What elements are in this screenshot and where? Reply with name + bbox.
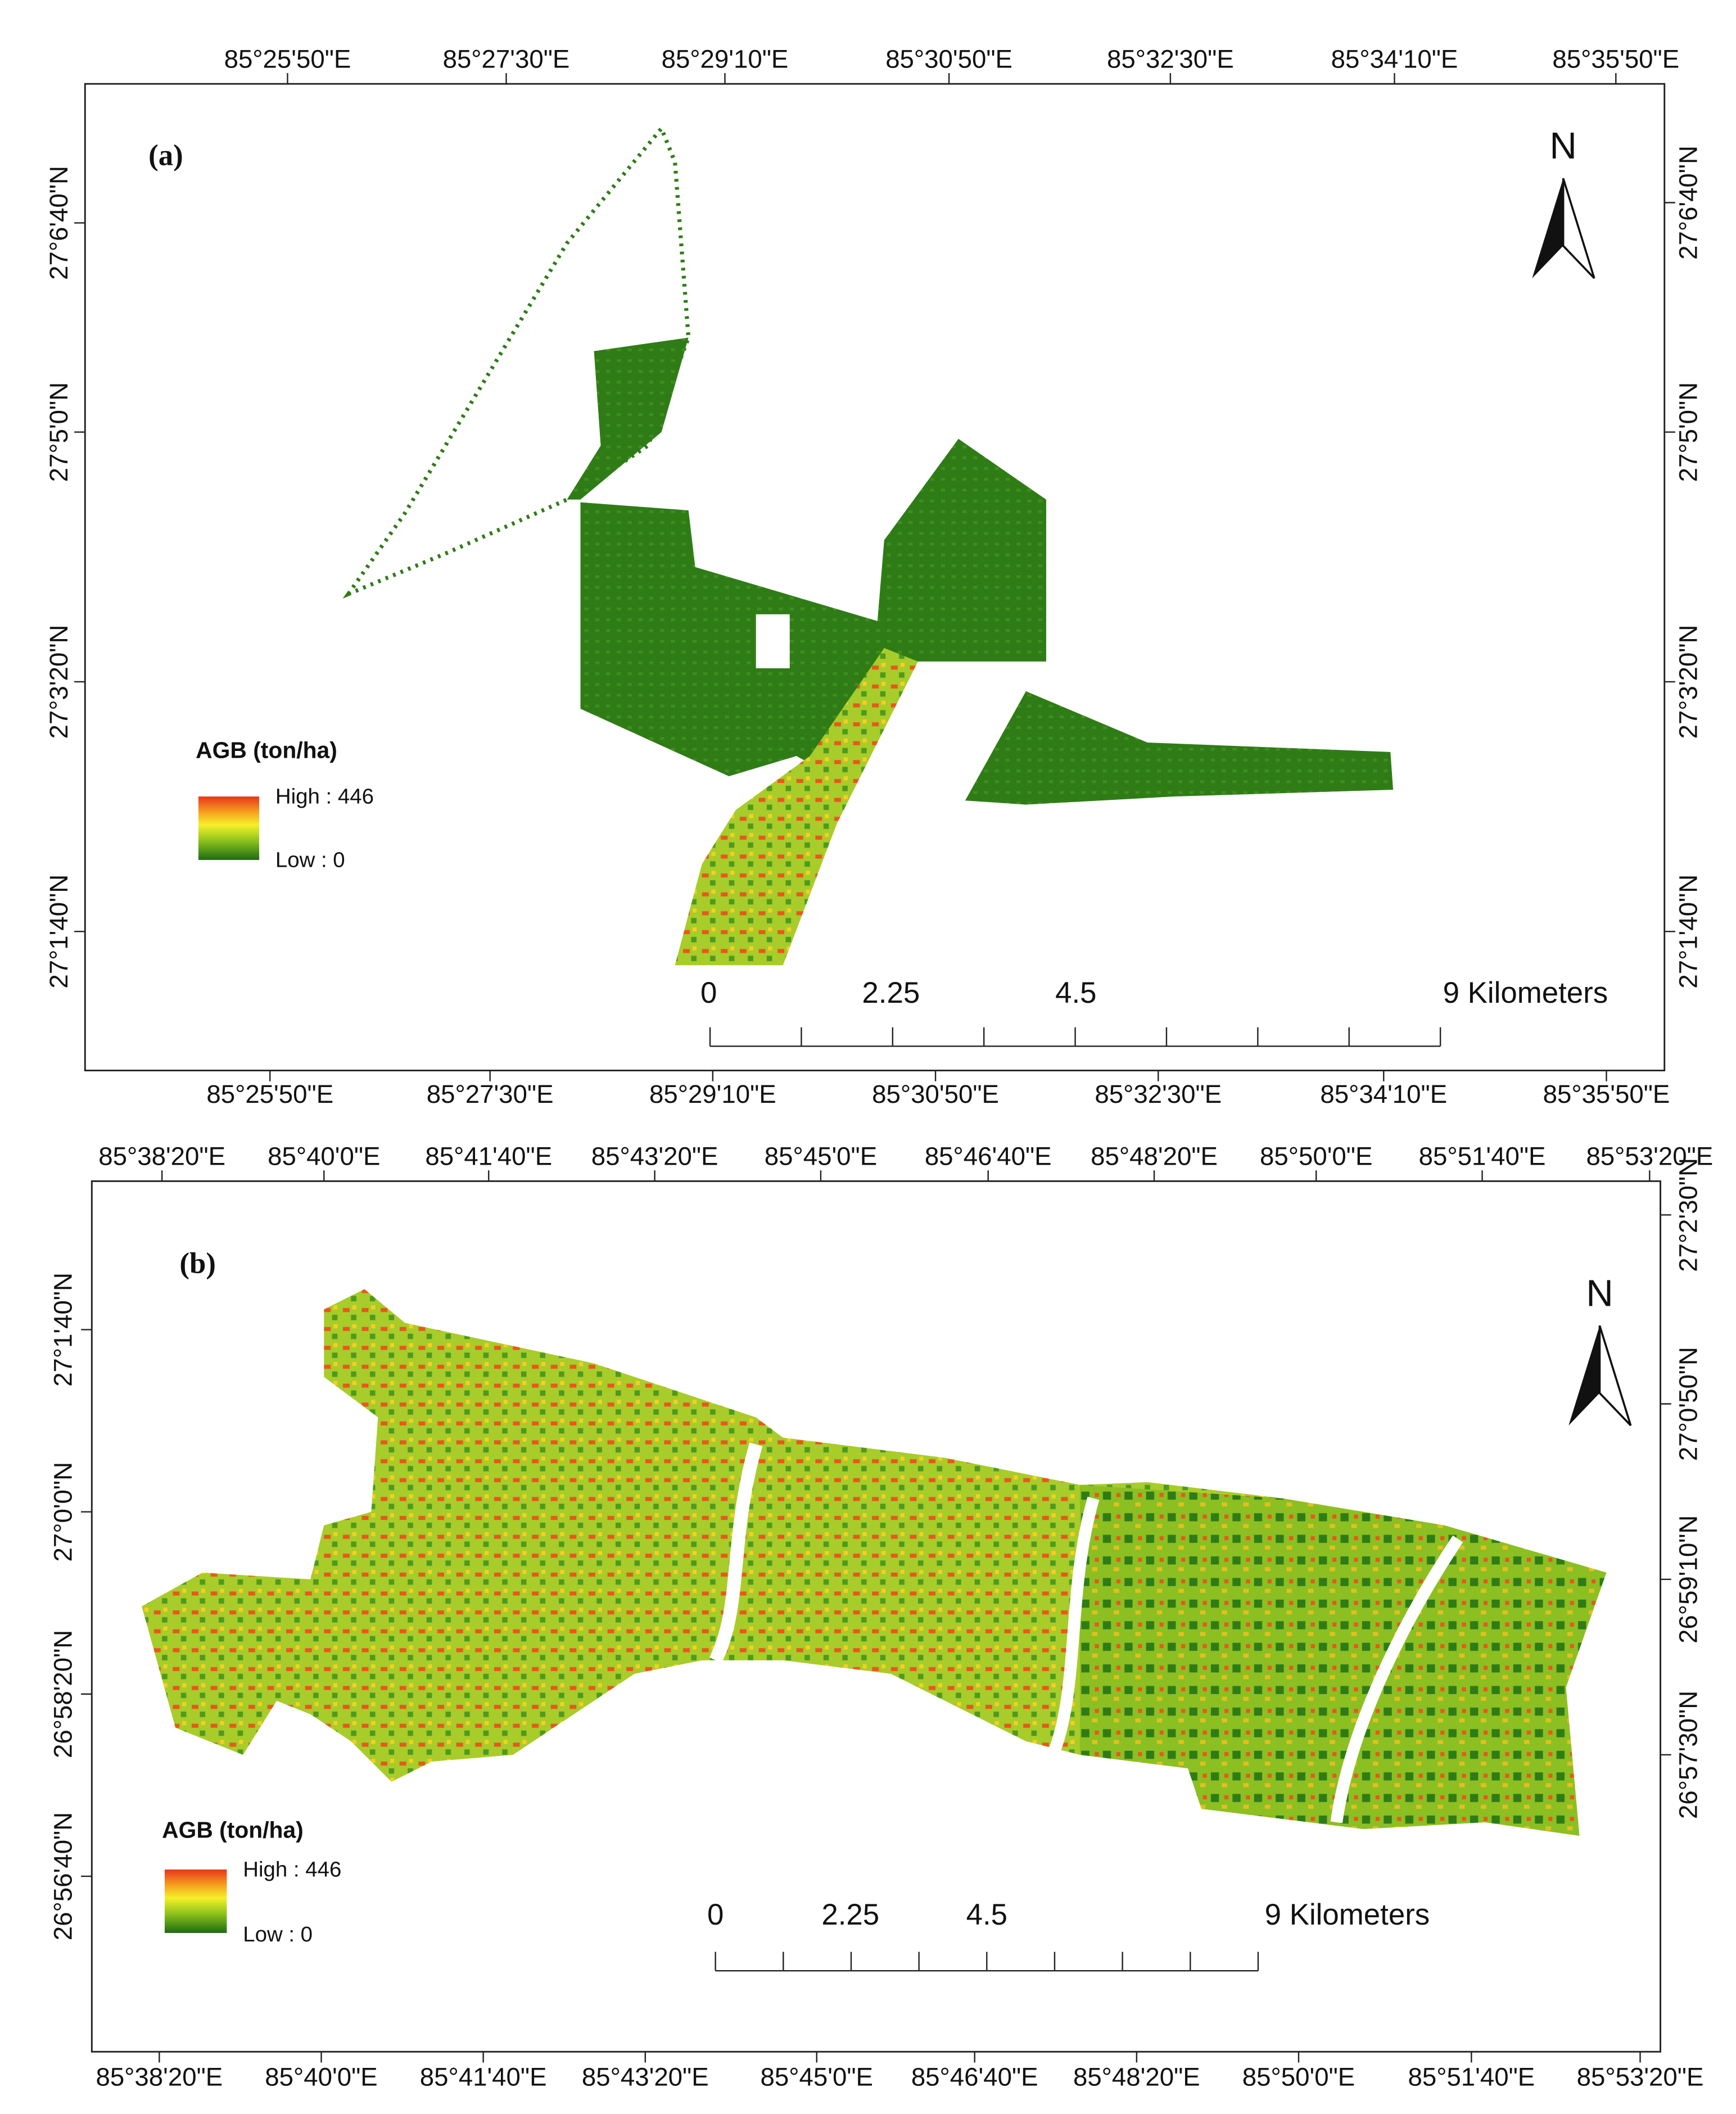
map-frame — [91, 1180, 1661, 2053]
right-tick-label: 26°57'30"N — [1674, 1691, 1702, 1819]
bottom-tick-label: 85°48'20"E — [1073, 2062, 1200, 2091]
scale-label: 9 Kilometers — [1443, 976, 1608, 1010]
forest-area — [965, 691, 1394, 805]
left-tick-label: 27°6'40"N — [44, 166, 73, 280]
north-arrow — [1562, 178, 1595, 279]
bottom-tick-label: 85°40'0"E — [265, 2062, 377, 2091]
forest-area — [342, 124, 691, 599]
left-tick-label: 27°0'0"N — [48, 1462, 77, 1562]
bottom-tick-label: 85°29'10"E — [649, 1080, 776, 1108]
bottom-tick-label: 85°45'0"E — [761, 2062, 873, 2091]
map-a — [342, 124, 1394, 966]
river — [1047, 1496, 1100, 1757]
bottom-tick-label: 85°41'40"E — [420, 2062, 547, 2091]
bottom-tick-label: 85°32'30"E — [1095, 1080, 1222, 1108]
top-tick-label: 85°32'30"E — [1107, 44, 1234, 73]
legend-low: Low : 0 — [275, 848, 345, 872]
top-tick-label: 85°48'20"E — [1091, 1142, 1218, 1171]
top-tick-label: 85°25'50"E — [224, 44, 351, 73]
top-tick-label: 85°45'0"E — [765, 1142, 877, 1171]
legend-high: High : 446 — [275, 785, 374, 809]
top-tick-label: 85°29'10"E — [662, 44, 789, 73]
north-arrow — [1568, 1325, 1600, 1426]
top-tick-label: 85°40'0"E — [268, 1142, 380, 1171]
bottom-tick-label: 85°51'40"E — [1408, 2062, 1535, 2091]
top-tick-label: 85°35'50"E — [1552, 44, 1679, 73]
forest-area — [580, 438, 1046, 784]
bottom-tick-label: 85°38'20"E — [96, 2062, 223, 2091]
river — [1330, 1535, 1463, 1823]
legend-low: Low : 0 — [243, 1922, 313, 1946]
forest-area — [675, 648, 918, 966]
legend-ramp — [164, 1869, 227, 1933]
top-tick-label: 85°46'40"E — [925, 1142, 1052, 1171]
north-arrow — [1598, 1325, 1632, 1427]
top-tick-label: 85°43'20"E — [591, 1142, 718, 1171]
left-tick-label: 27°1'40"N — [44, 875, 73, 989]
top-tick-label: 85°27'30"E — [443, 44, 570, 73]
right-tick-label: 27°0'50"N — [1674, 1347, 1702, 1461]
bottom-tick-label: 85°27'30"E — [427, 1080, 554, 1108]
scale-label: 4.5 — [966, 1898, 1007, 1931]
scale-label: 4.5 — [1055, 976, 1096, 1010]
left-tick-label: 27°3'20"N — [44, 625, 73, 739]
bottom-tick-label: 85°30'50"E — [872, 1080, 999, 1108]
bottom-tick-label: 85°46'40"E — [911, 2062, 1038, 2091]
top-tick-label: 85°51'40"E — [1419, 1142, 1546, 1171]
gap — [756, 614, 790, 668]
map-b — [142, 1289, 1607, 1836]
right-tick-label: 27°2'30"N — [1674, 1158, 1702, 1272]
right-tick-label: 27°5'0"N — [1674, 382, 1702, 482]
scale-label: 0 — [700, 976, 717, 1010]
scale-label: 0 — [707, 1898, 724, 1931]
top-tick-label: 85°53'20"E — [1586, 1142, 1713, 1171]
forest-area — [1079, 1484, 1607, 1836]
bottom-tick-label: 85°25'50"E — [206, 1080, 333, 1108]
right-tick-label: 27°6'40"N — [1674, 146, 1702, 260]
left-tick-label: 27°1'40"N — [48, 1273, 77, 1387]
left-tick-label: 26°58'20"N — [48, 1630, 77, 1758]
legend-high: High : 446 — [243, 1858, 341, 1882]
bottom-tick-label: 85°34'10"E — [1320, 1080, 1447, 1108]
left-tick-label: 26°56'40"N — [48, 1812, 77, 1940]
north-arrow — [1532, 178, 1563, 278]
top-tick-label: 85°50'0"E — [1260, 1142, 1372, 1171]
scale-label: 2.25 — [862, 976, 920, 1010]
top-tick-label: 85°41'40"E — [425, 1142, 552, 1171]
legend-title: AGB (ton/ha) — [162, 1817, 304, 1843]
right-tick-label: 27°1'40"N — [1674, 875, 1702, 989]
right-tick-label: 27°3'20"N — [1674, 625, 1702, 739]
river — [709, 1442, 763, 1664]
scale-label: 9 Kilometers — [1265, 1898, 1430, 1931]
top-tick-label: 85°38'20"E — [98, 1142, 225, 1171]
map-frame — [84, 83, 1666, 1071]
panel-label: (b) — [179, 1247, 216, 1280]
bottom-tick-label: 85°50'0"E — [1242, 2062, 1355, 2091]
bottom-tick-label: 85°43'20"E — [582, 2062, 709, 2091]
scale-label: 2.25 — [821, 1898, 879, 1931]
top-tick-label: 85°30'50"E — [885, 44, 1012, 73]
north-label: N — [1586, 1272, 1613, 1314]
right-tick-label: 26°59'10"N — [1674, 1515, 1702, 1644]
bottom-tick-label: 85°35'50"E — [1543, 1080, 1670, 1108]
north-label: N — [1549, 125, 1577, 167]
legend-ramp — [198, 796, 260, 860]
bottom-tick-label: 85°53'20"E — [1577, 2062, 1704, 2091]
forest-area — [567, 337, 689, 500]
top-tick-label: 85°34'10"E — [1331, 44, 1458, 73]
legend-title: AGB (ton/ha) — [196, 737, 337, 763]
panel-label: (a) — [148, 139, 183, 171]
left-tick-label: 27°5'0"N — [44, 382, 73, 482]
